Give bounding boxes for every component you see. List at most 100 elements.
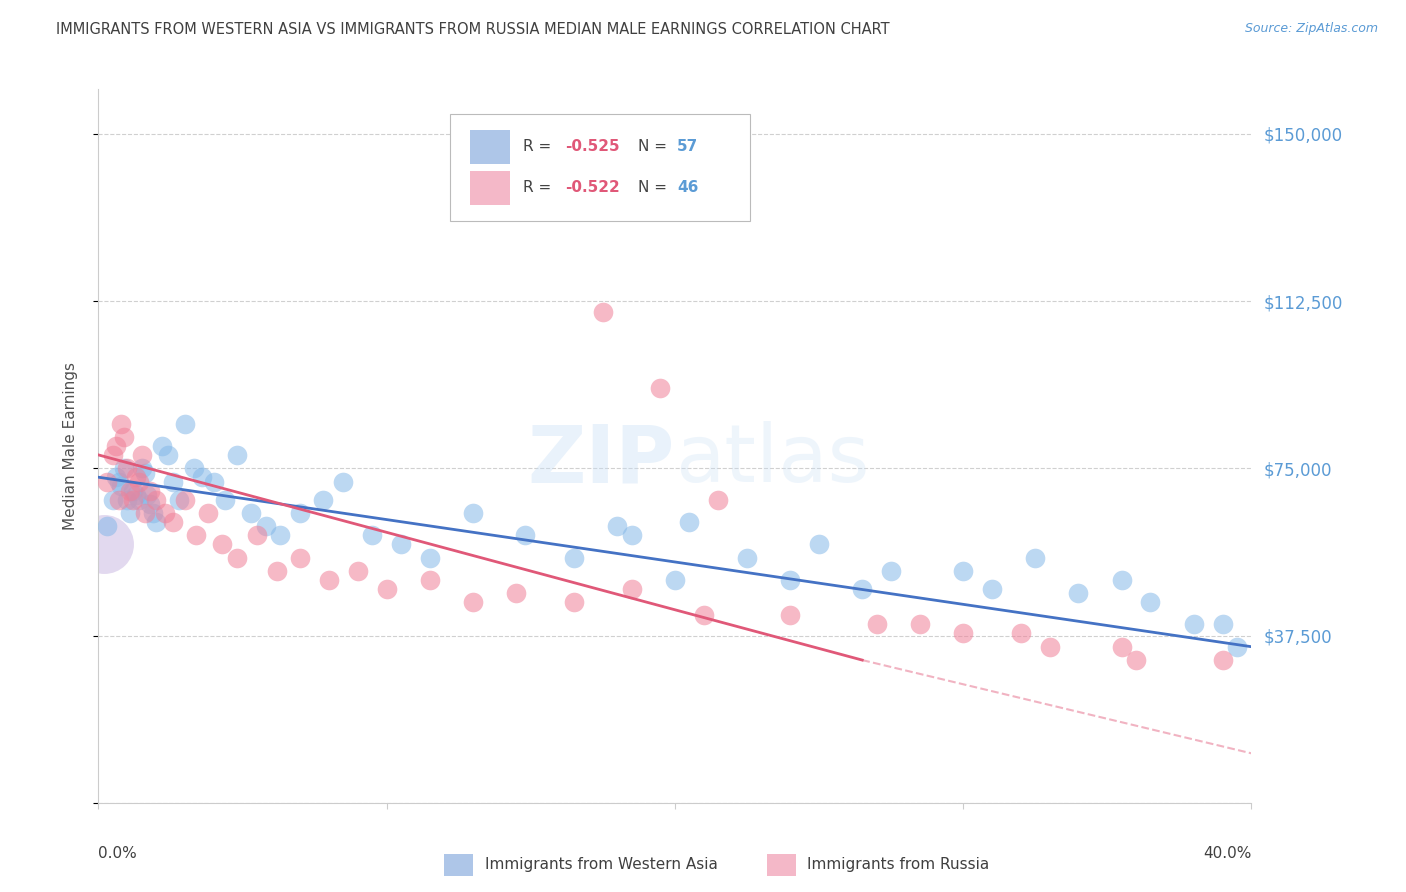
Point (131, 461, 153, 475)
Text: R =: R = (523, 139, 555, 153)
Point (562, 550, 585, 565)
Point (318, 573, 340, 587)
Text: Source: ZipAtlas.com: Source: ZipAtlas.com (1244, 22, 1378, 36)
Point (332, 475, 354, 489)
Point (112, 430, 135, 444)
Point (104, 439, 127, 453)
Point (880, 564, 903, 578)
Point (807, 537, 830, 551)
Point (134, 506, 156, 520)
Text: Immigrants from Western Asia: Immigrants from Western Asia (485, 857, 717, 872)
Point (908, 617, 931, 632)
Point (131, 448, 153, 462)
FancyBboxPatch shape (470, 170, 510, 205)
Point (981, 582, 1004, 596)
Point (562, 595, 585, 609)
Text: Immigrants from Russia: Immigrants from Russia (807, 857, 990, 872)
Point (266, 564, 288, 578)
Point (389, 537, 412, 551)
Text: 40.0%: 40.0% (1204, 846, 1251, 861)
Point (505, 586, 527, 600)
Point (136, 488, 159, 502)
Point (1024, 550, 1046, 565)
Point (117, 492, 139, 507)
Point (269, 528, 291, 542)
Point (346, 564, 368, 578)
Point (290, 506, 312, 520)
Point (419, 550, 441, 565)
Point (150, 439, 173, 453)
Point (1182, 617, 1205, 632)
Point (145, 492, 167, 507)
FancyBboxPatch shape (470, 130, 510, 164)
Text: IMMIGRANTS FROM WESTERN ASIA VS IMMIGRANTS FROM RUSSIA MEDIAN MALE EARNINGS CORR: IMMIGRANTS FROM WESTERN ASIA VS IMMIGRAN… (56, 22, 890, 37)
Point (461, 595, 484, 609)
Text: N =: N = (638, 180, 672, 195)
Point (620, 528, 643, 542)
Point (101, 448, 124, 462)
Point (664, 573, 686, 587)
Point (174, 417, 197, 431)
Point (183, 461, 205, 475)
Point (1111, 640, 1133, 654)
Point (361, 528, 384, 542)
Point (139, 497, 162, 511)
Point (122, 483, 145, 498)
Point (93, 537, 115, 551)
Point (246, 528, 269, 542)
Point (225, 550, 247, 565)
Point (240, 506, 263, 520)
Point (153, 506, 176, 520)
Point (620, 582, 643, 596)
Point (162, 515, 184, 529)
Point (145, 515, 167, 529)
Point (186, 528, 208, 542)
Point (134, 466, 156, 480)
Text: 0.0%: 0.0% (98, 846, 138, 861)
Point (162, 475, 184, 489)
Point (128, 475, 150, 489)
Point (461, 506, 484, 520)
Text: N =: N = (638, 139, 672, 153)
Point (120, 506, 142, 520)
Point (312, 492, 335, 507)
Point (174, 492, 197, 507)
Point (197, 506, 219, 520)
Point (1111, 573, 1133, 587)
Text: atlas: atlas (675, 421, 869, 500)
Point (419, 573, 441, 587)
Point (1139, 595, 1161, 609)
FancyBboxPatch shape (450, 114, 749, 221)
Point (1212, 617, 1234, 632)
Text: -0.522: -0.522 (565, 180, 620, 195)
Point (225, 448, 247, 462)
Point (693, 608, 716, 623)
Point (211, 537, 233, 551)
Point (107, 492, 129, 507)
Point (678, 515, 700, 529)
Point (375, 582, 398, 596)
Point (1212, 653, 1234, 667)
Text: 46: 46 (678, 180, 699, 195)
Point (139, 483, 162, 498)
Point (214, 492, 236, 507)
Point (120, 483, 142, 498)
Point (1038, 640, 1062, 654)
Point (104, 470, 127, 484)
Point (117, 461, 139, 475)
Point (101, 492, 124, 507)
Point (125, 488, 148, 502)
Point (707, 492, 730, 507)
Point (851, 582, 873, 596)
Point (592, 305, 614, 319)
Point (110, 479, 132, 493)
Point (290, 550, 312, 565)
Point (167, 492, 190, 507)
Point (125, 470, 148, 484)
Point (112, 461, 135, 475)
Point (202, 475, 225, 489)
FancyBboxPatch shape (444, 855, 472, 876)
Text: -0.525: -0.525 (565, 139, 620, 153)
Y-axis label: Median Male Earnings: Median Male Earnings (63, 362, 77, 530)
Point (128, 492, 150, 507)
